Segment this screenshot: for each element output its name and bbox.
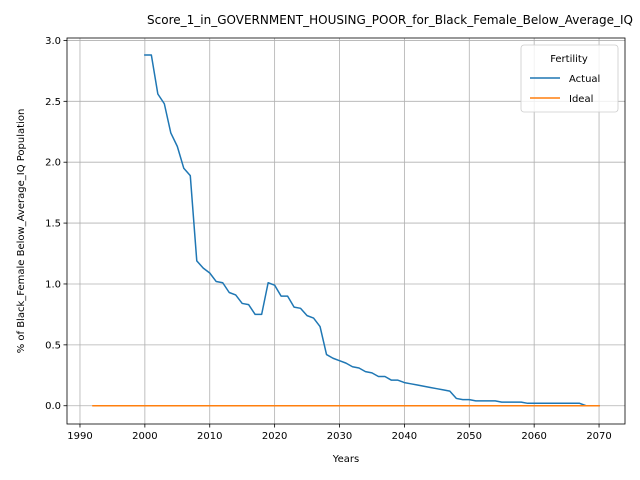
y-tick-label: 2.5 xyxy=(45,97,61,108)
x-tick-label: 2050 xyxy=(457,431,482,442)
legend: Fertility Actual Ideal xyxy=(520,44,619,113)
series-lines xyxy=(92,54,600,407)
chart-title: Score_1_in_GOVERNMENT_HOUSING_POOR_for_B… xyxy=(147,13,633,27)
x-tick-label: 2000 xyxy=(132,431,157,442)
x-tick-label: 2020 xyxy=(262,431,287,442)
x-tick-label: 2060 xyxy=(521,431,546,442)
y-tick-label: 1.0 xyxy=(45,279,61,290)
plot-frame xyxy=(66,37,626,425)
x-tick-label: 2010 xyxy=(197,431,222,442)
series-line-actual xyxy=(144,54,600,407)
x-tick-label: 1990 xyxy=(67,431,92,442)
legend-box xyxy=(520,44,619,113)
x-tick-label: 2040 xyxy=(392,431,417,442)
x-tick-label: 2070 xyxy=(586,431,611,442)
legend-label-ideal: Ideal xyxy=(569,94,593,105)
x-tick-label: 2030 xyxy=(327,431,352,442)
y-tick-label: 0.5 xyxy=(45,340,61,351)
y-tick-label: 0.0 xyxy=(45,401,61,412)
y-axis-label: % of Black_Female Below_Average_IQ Popul… xyxy=(16,109,27,354)
x-axis-label: Years xyxy=(332,454,359,465)
axis-ticks: 1990 2000 2010 2020 2030 2040 2050 2060 2070 0.0 0… xyxy=(45,36,612,442)
y-tick-label: 2.0 xyxy=(45,158,61,169)
y-tick-label: 3.0 xyxy=(45,36,61,47)
legend-label-actual: Actual xyxy=(569,74,600,85)
legend-title: Fertility xyxy=(550,54,588,65)
y-tick-label: 1.5 xyxy=(45,219,61,230)
